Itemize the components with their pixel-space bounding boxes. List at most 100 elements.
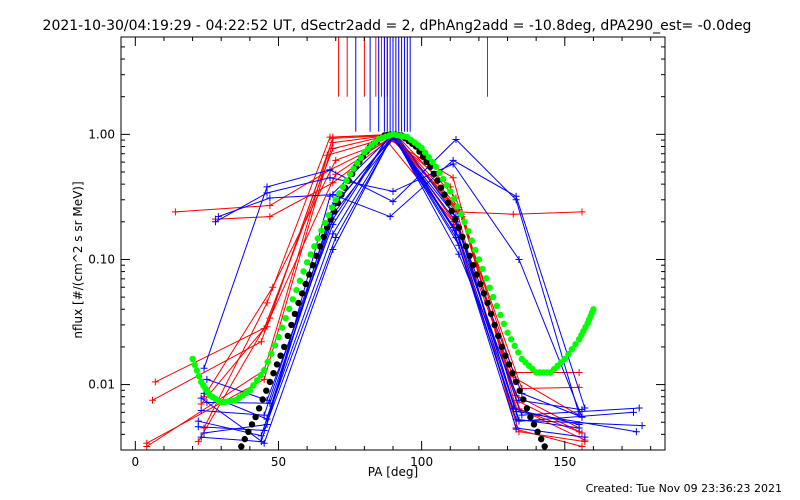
- created-timestamp: Created: Tue Nov 09 23:36:23 2021: [586, 482, 782, 495]
- model-point-green: [261, 367, 268, 374]
- model-point-green: [515, 349, 522, 356]
- model-point-green: [497, 311, 504, 319]
- model-curve-green: [189, 131, 597, 406]
- series-line-blue-14: [203, 133, 580, 429]
- data-point-blue: [194, 423, 202, 431]
- model-point-green: [454, 203, 461, 210]
- model-point-green: [561, 355, 568, 363]
- data-point-blue: [581, 404, 589, 412]
- model-point-black: [444, 199, 452, 206]
- model-point-black: [302, 280, 309, 288]
- model-point-green: [443, 182, 450, 189]
- model-point-green: [264, 358, 271, 366]
- model-point-green: [493, 302, 500, 310]
- model-point-green: [282, 315, 289, 322]
- model-point-green: [439, 175, 447, 183]
- model-point-green: [475, 256, 483, 263]
- model-point-green: [311, 243, 318, 250]
- data-point-blue: [638, 422, 646, 430]
- model-point-black: [434, 177, 441, 184]
- data-point-red: [329, 145, 337, 153]
- model-point-green: [250, 382, 257, 389]
- data-point-red: [194, 438, 202, 446]
- data-point-red: [263, 299, 271, 307]
- model-point-black: [430, 170, 437, 177]
- data-point-blue: [257, 432, 265, 440]
- model-point-black: [238, 443, 245, 450]
- data-point-blue: [515, 255, 523, 263]
- data-point-red: [578, 429, 586, 437]
- data-point-red: [143, 439, 151, 447]
- series-line-red-4: [197, 135, 583, 442]
- data-point-blue: [200, 364, 208, 372]
- model-point-black: [309, 262, 316, 269]
- data-point-red: [578, 208, 586, 216]
- model-point-black: [245, 428, 252, 435]
- data-point-blue: [266, 399, 274, 407]
- y-axis-label: nflux [#/(cm^2 s sr MeV)]: [71, 181, 85, 338]
- model-point-black: [505, 361, 513, 368]
- data-point-red: [329, 139, 337, 147]
- model-point-black: [527, 413, 534, 421]
- model-point-green: [246, 387, 253, 394]
- model-point-black: [502, 352, 509, 359]
- data-point-blue: [515, 416, 523, 424]
- series-line-red-2: [155, 136, 586, 441]
- data-point-blue: [329, 246, 337, 254]
- data-point-blue: [512, 424, 520, 432]
- model-point-green: [472, 246, 479, 254]
- model-point-black: [263, 387, 270, 394]
- data-point-blue: [326, 174, 334, 182]
- data-point-blue: [518, 411, 526, 419]
- model-point-green: [461, 218, 468, 225]
- data-point-blue: [263, 189, 271, 197]
- model-point-black: [470, 262, 477, 269]
- model-curves-layer: [189, 131, 597, 450]
- model-point-black: [520, 396, 527, 403]
- model-point-green: [307, 251, 314, 258]
- model-point-green: [191, 361, 198, 368]
- series-line-blue-16: [198, 134, 585, 438]
- y-tick-label: 0.01: [88, 378, 115, 392]
- vertical-lines-layer: [338, 37, 488, 132]
- data-point-blue: [578, 406, 586, 414]
- data-point-red: [151, 378, 159, 386]
- chart-title: 2021-10-30/04:19:29 - 04:22:52 UT, dSect…: [43, 18, 752, 34]
- data-point-red: [260, 325, 268, 333]
- model-point-green: [486, 284, 493, 291]
- model-point-black: [291, 310, 299, 318]
- model-point-green: [339, 183, 347, 191]
- x-tick-label: 50: [271, 455, 286, 469]
- data-point-blue: [578, 413, 586, 421]
- model-point-green: [193, 367, 201, 374]
- model-point-black: [316, 243, 324, 250]
- model-point-black: [241, 435, 248, 443]
- model-point-black: [277, 352, 284, 359]
- model-point-black: [298, 290, 306, 297]
- model-point-black: [530, 421, 538, 428]
- model-point-green: [314, 235, 321, 242]
- data-point-blue: [203, 375, 211, 383]
- model-point-black: [462, 243, 470, 250]
- model-point-black: [270, 370, 277, 377]
- data-point-blue: [197, 433, 205, 441]
- model-point-green: [436, 169, 443, 177]
- series-line-red-5: [200, 134, 580, 405]
- model-point-green: [289, 296, 296, 303]
- model-point-green: [293, 286, 300, 294]
- data-point-blue: [260, 411, 268, 419]
- model-point-green: [418, 144, 425, 152]
- data-point-blue: [512, 192, 520, 200]
- series-line-red-9: [203, 134, 580, 429]
- model-point-black: [495, 332, 502, 340]
- data-point-blue: [263, 183, 271, 191]
- model-point-green: [343, 177, 350, 184]
- model-point-black: [288, 321, 295, 329]
- model-point-black: [295, 299, 302, 307]
- data-point-red: [578, 442, 586, 450]
- y-tick-label: 0.10: [88, 252, 115, 266]
- data-point-blue: [200, 429, 208, 437]
- model-point-green: [268, 350, 275, 357]
- model-point-black: [452, 216, 459, 223]
